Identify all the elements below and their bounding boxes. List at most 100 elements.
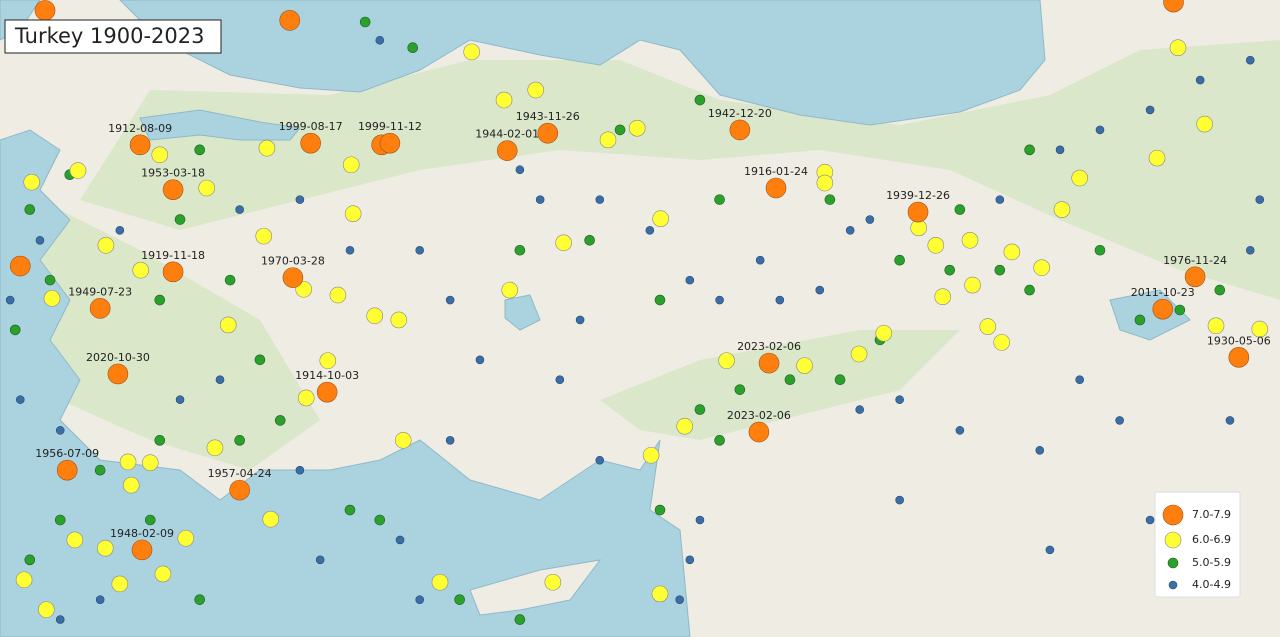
quake <box>642 446 660 464</box>
quake <box>1045 545 1055 555</box>
quake <box>415 595 425 604</box>
quake <box>496 140 518 161</box>
quake <box>994 264 1006 276</box>
legend-marker <box>1162 504 1184 526</box>
quake <box>715 295 724 305</box>
quake <box>234 435 245 446</box>
quake <box>544 573 562 591</box>
quake-date: 2023-02-06 <box>727 409 791 422</box>
quake-date: 1948-02-09 <box>110 527 174 540</box>
quake <box>95 595 105 604</box>
quake <box>628 119 646 137</box>
quake <box>527 81 545 99</box>
quake <box>224 274 236 286</box>
quake <box>961 231 979 249</box>
quake <box>685 555 695 565</box>
quake <box>1115 416 1124 425</box>
quake <box>954 204 966 215</box>
quake <box>1169 39 1187 57</box>
quake-date: 1944-02-01 <box>475 128 539 141</box>
quake <box>44 274 56 286</box>
quake <box>144 514 156 526</box>
quake <box>345 245 355 255</box>
quake <box>154 435 166 446</box>
quake <box>295 465 305 475</box>
quake <box>651 585 669 603</box>
quake <box>1245 55 1255 65</box>
quake <box>445 436 455 445</box>
quake <box>431 573 449 591</box>
quake <box>115 226 125 235</box>
quake <box>907 201 929 223</box>
quake <box>1075 375 1085 385</box>
quake <box>784 374 796 386</box>
cyprus <box>469 559 602 616</box>
quake <box>850 345 868 363</box>
quake <box>141 454 159 472</box>
quake <box>344 205 362 223</box>
quake <box>394 432 412 449</box>
quake <box>107 363 129 385</box>
quake <box>255 227 273 245</box>
quake <box>1095 125 1105 135</box>
quake <box>262 510 280 528</box>
quake <box>344 504 356 516</box>
date-labels: 1912-08-09 1999-08-17 1999-11-12 1943-11-26… <box>35 107 1271 540</box>
quake <box>37 601 55 618</box>
quake <box>162 261 184 283</box>
quake-date: 1999-08-17 <box>279 120 343 133</box>
quake <box>834 374 846 386</box>
quake <box>1003 243 1021 261</box>
earthquakes <box>5 0 1269 625</box>
quake <box>454 594 465 605</box>
quake-date: 1943-11-26 <box>516 110 580 123</box>
quake <box>875 324 893 342</box>
quake <box>927 236 945 254</box>
quake <box>295 195 305 204</box>
quake <box>445 295 455 305</box>
quake <box>645 226 655 235</box>
quake <box>43 290 61 307</box>
quake <box>282 267 304 288</box>
quake <box>955 426 965 435</box>
quake <box>595 455 605 465</box>
quake <box>555 375 565 385</box>
quake <box>151 146 169 164</box>
quake <box>359 16 371 28</box>
quake <box>129 134 151 156</box>
quake <box>694 404 706 415</box>
quake <box>111 575 129 593</box>
quake <box>1071 169 1089 187</box>
quake <box>599 131 617 149</box>
quake <box>855 405 865 414</box>
quake <box>1145 515 1155 525</box>
quake <box>1228 347 1250 368</box>
quake <box>1024 144 1035 156</box>
quake <box>1053 201 1071 218</box>
quake <box>215 375 225 385</box>
quake <box>319 352 337 369</box>
quake <box>35 235 45 245</box>
quake-date: 1999-11-12 <box>358 120 422 133</box>
quake <box>194 144 206 156</box>
quake <box>537 122 559 144</box>
quake <box>944 264 956 276</box>
quake <box>15 571 33 589</box>
quake <box>55 615 65 624</box>
quake <box>894 254 905 266</box>
quake <box>995 195 1005 204</box>
quake <box>342 156 360 174</box>
quake <box>258 139 276 157</box>
quake <box>119 453 137 471</box>
quake <box>9 255 31 277</box>
quake <box>329 286 347 304</box>
quake <box>575 315 585 325</box>
quake <box>162 179 184 200</box>
quake <box>177 529 195 547</box>
quake <box>254 354 266 366</box>
quake <box>815 285 825 295</box>
quake <box>652 210 669 228</box>
quake-date: 1953-03-18 <box>141 167 205 180</box>
quake <box>845 226 855 235</box>
